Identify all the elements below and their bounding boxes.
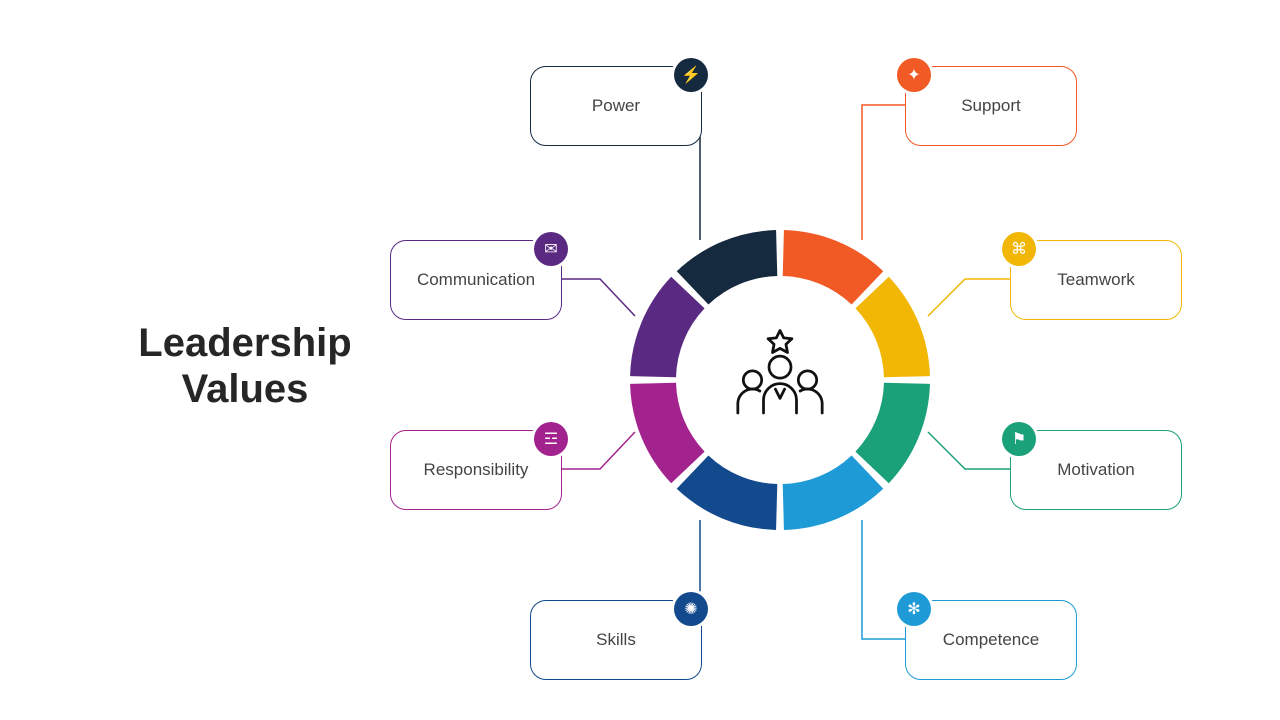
page-title: Leadership Values: [115, 320, 375, 412]
connector-competence: [862, 520, 905, 639]
ring-segment: [677, 455, 778, 530]
card-competence: Competence: [905, 600, 1077, 680]
badge-teamwork-icon: ⌘: [1002, 232, 1036, 266]
title-line2: Values: [115, 366, 375, 412]
center-team-icon: [725, 325, 835, 435]
card-motivation: Motivation: [1010, 430, 1182, 510]
card-support: Support: [905, 66, 1077, 146]
ring-segment: [855, 277, 930, 378]
badge-skills-icon: ✺: [674, 592, 708, 626]
ring-segment: [783, 455, 884, 530]
badge-competence-icon: ✻: [897, 592, 931, 626]
badge-communication-icon: ✉: [534, 232, 568, 266]
badge-power-icon: ⚡: [674, 58, 708, 92]
connector-teamwork: [928, 279, 1010, 316]
ring-segment: [630, 277, 705, 378]
ring-segment: [855, 383, 930, 484]
connector-communication: [560, 279, 635, 316]
leadership-values-infographic: { "title": { "line1": "Leadership", "lin…: [0, 0, 1280, 720]
connector-support: [862, 105, 905, 240]
card-teamwork: Teamwork: [1010, 240, 1182, 320]
ring-segment: [630, 383, 705, 484]
connector-responsibility: [560, 432, 635, 469]
badge-support-icon: ✦: [897, 58, 931, 92]
badge-motivation-icon: ⚑: [1002, 422, 1036, 456]
badge-responsibility-icon: ☲: [534, 422, 568, 456]
ring-segment: [677, 230, 778, 305]
connector-motivation: [928, 432, 1010, 469]
title-line1: Leadership: [115, 320, 375, 366]
ring-segment: [783, 230, 884, 305]
